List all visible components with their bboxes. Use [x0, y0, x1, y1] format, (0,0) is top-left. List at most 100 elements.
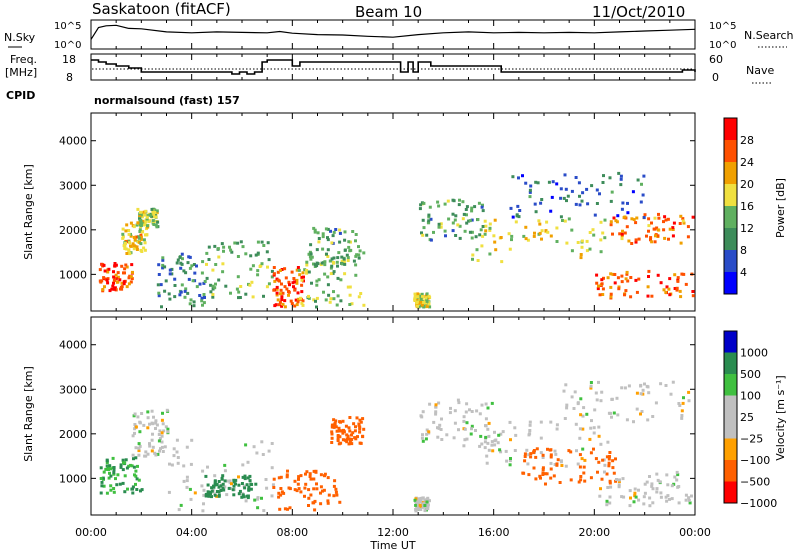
velocity_ms-cell: [160, 418, 164, 422]
velocity_ms-cell: [589, 381, 593, 384]
power_db-cell: [646, 285, 650, 289]
velocity_ms-cell: [419, 508, 423, 511]
velocity_ms-cell: [642, 495, 646, 499]
velocity_ms-cell: [217, 494, 221, 498]
power_db-cell: [425, 304, 429, 308]
velocity_ms-cell: [137, 478, 141, 482]
velocity_ms-cell: [150, 449, 154, 453]
time-tick-label: 04:00: [176, 526, 208, 539]
velocity_ms-cell: [628, 489, 632, 493]
velocity_ms-cell: [189, 462, 193, 466]
power_db-cell: [127, 282, 131, 286]
nsky-panel: N.Sky 10^5 10^0 10^5 10^0 N.Search: [4, 19, 794, 51]
velocity_ms-cell: [421, 433, 424, 437]
velocity_ms-cell: [153, 451, 157, 455]
power_db-cell: [681, 219, 685, 223]
power_db-cell: [465, 205, 469, 209]
velocity-colorbar-tick-label: −100: [740, 454, 770, 467]
power_db-cell: [528, 195, 532, 199]
velocity_ms-cell: [225, 493, 229, 497]
velocity_ms-cell: [122, 461, 125, 465]
velocity_ms-cell: [350, 442, 354, 446]
velocity_ms-cell: [577, 480, 581, 484]
power_db-cell: [678, 289, 682, 293]
power_db-cell: [192, 304, 196, 308]
velocity_ms-cell: [607, 464, 611, 468]
power_db-cell: [267, 282, 271, 286]
velocity_ms-cell: [339, 441, 343, 445]
velocity_ms-cell: [483, 440, 487, 444]
power_db-cell: [418, 294, 422, 298]
power_db-cell: [645, 234, 648, 238]
velocity_ms-cell: [615, 396, 619, 400]
power_db-cell: [464, 208, 468, 211]
velocity_ms-cell: [532, 466, 536, 470]
velocity_ms-cell: [478, 412, 482, 416]
velocity_ms-cell: [655, 487, 659, 491]
velocity_ms-cell: [614, 479, 618, 483]
power_db-cell: [362, 251, 366, 255]
velocity_ms-cell: [351, 431, 355, 435]
velocity-colorbar-label: Velocity [m s⁻¹]: [774, 375, 787, 460]
power_db-cell: [136, 235, 140, 239]
velocity_ms-cell: [434, 412, 438, 416]
power-colorbar-tick-label: 16: [740, 200, 754, 213]
power_db-cell: [664, 218, 668, 222]
velocity_ms-cell: [335, 429, 339, 433]
velocity_ms-cell: [285, 473, 289, 477]
velocity_ms-cell: [319, 473, 323, 477]
power_db-cell: [664, 290, 668, 294]
velocity_ms-cell: [201, 509, 205, 513]
velocity_ms-cell: [308, 475, 312, 478]
velocity_ms-cell: [423, 509, 427, 513]
power_db-cell: [265, 285, 269, 289]
velocity_ms-cell: [100, 480, 104, 484]
velocity_ms-cell: [603, 463, 607, 467]
velocity_ms-cell: [221, 482, 225, 486]
power_db-cell: [161, 266, 165, 270]
velocity_ms-cell: [610, 397, 614, 401]
power_db-cell: [132, 236, 136, 239]
velocity_ms-cell: [608, 501, 612, 505]
power_db-cell: [229, 291, 232, 295]
velocity_ms-cell: [670, 484, 674, 488]
power-colorbar-tick-label: 20: [740, 178, 754, 191]
velocity_ms-cell: [102, 470, 106, 474]
power_db-cell: [551, 180, 555, 184]
velocity_ms-cell: [457, 401, 461, 405]
velocity_ms-cell: [112, 468, 116, 472]
power_db-cell: [686, 225, 690, 229]
power_db-cell: [298, 273, 302, 277]
power_db-cell: [511, 215, 515, 219]
power_db-cell: [626, 279, 630, 283]
velocity_ms-cell: [596, 470, 599, 474]
velocity_ms-cell: [654, 401, 658, 405]
power_db-cell: [116, 271, 120, 275]
power_db-cell: [528, 190, 532, 194]
velocity_ms-cell: [665, 473, 669, 477]
velocity_ms-cell: [238, 489, 242, 493]
velocity_ms-cell: [319, 502, 323, 506]
velocity_ms-cell: [468, 408, 471, 412]
power_db-cell: [235, 287, 239, 291]
velocity_ms-cell: [599, 442, 603, 446]
velocity_ms-cell: [162, 429, 166, 433]
velocity_ms-cell: [681, 401, 685, 405]
power_db-cell: [120, 285, 124, 289]
power_db-cell: [667, 237, 670, 241]
power_db-cell: [603, 218, 607, 222]
power_db-cell: [614, 219, 618, 223]
power_db-cell: [135, 248, 139, 251]
velocity_ms-cell: [108, 464, 112, 468]
power_db-cell: [315, 264, 319, 268]
power_db-cell: [473, 205, 477, 209]
velocity_ms-cell: [307, 504, 310, 507]
power_db-cell: [154, 215, 158, 219]
power_db-cell: [429, 238, 433, 242]
velocity_ms-cell: [611, 466, 615, 470]
velocity_ms-cell: [440, 438, 444, 441]
power_db-cell: [130, 277, 134, 281]
velocity_ms-cell: [309, 493, 313, 497]
power_db-cell: [303, 268, 307, 272]
cpid-label: CPID: [6, 89, 35, 102]
